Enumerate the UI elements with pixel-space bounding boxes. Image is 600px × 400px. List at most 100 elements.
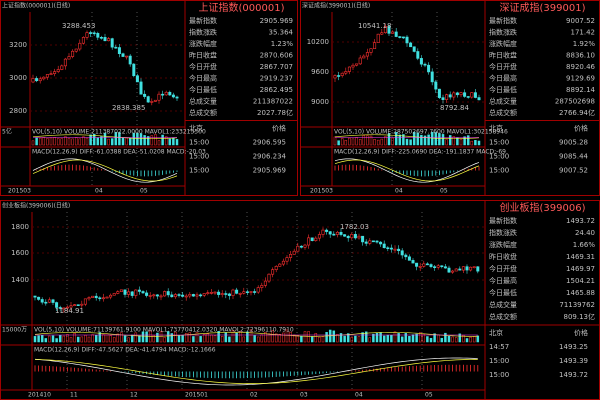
stat-label: 今日开盘 xyxy=(489,264,517,273)
volume-bar xyxy=(139,133,143,146)
volume-bar xyxy=(264,332,267,343)
quote-header: 价格 xyxy=(574,328,588,337)
candle-body xyxy=(466,96,470,98)
volume-bar xyxy=(184,332,188,343)
candle-body xyxy=(76,304,80,306)
candle-body xyxy=(412,46,416,52)
volume-bar xyxy=(393,331,397,343)
candle-body xyxy=(362,55,366,59)
candle-body xyxy=(253,291,257,293)
candle-body xyxy=(206,292,210,294)
volume-bar xyxy=(164,136,168,146)
candle-body xyxy=(416,51,420,59)
quote-price: 2906.595 xyxy=(253,139,286,147)
volume-bar xyxy=(177,335,181,343)
quote-price: 1493.25 xyxy=(559,343,588,351)
mavol-line xyxy=(34,331,478,337)
volume-bar xyxy=(441,134,445,146)
candle-body xyxy=(375,240,379,243)
candle-body xyxy=(296,245,300,252)
candle-body xyxy=(346,235,350,239)
quote-price: 2906.234 xyxy=(253,153,287,161)
candle-body xyxy=(379,241,383,245)
volume-bar xyxy=(89,134,92,146)
volume-bar xyxy=(152,335,156,343)
candle-body xyxy=(123,289,127,295)
candle-body xyxy=(38,78,42,82)
volume-bar xyxy=(49,137,53,146)
volume-bar xyxy=(256,336,260,343)
candle-body xyxy=(310,237,314,242)
volume-bar xyxy=(451,336,454,343)
x-tick-label: 11 xyxy=(70,392,78,399)
volume-bar xyxy=(188,332,192,343)
volume-bar xyxy=(96,137,100,146)
stat-label: 总成交额 xyxy=(489,312,517,321)
candle-body xyxy=(238,292,242,295)
volume-bar xyxy=(228,336,231,343)
y-tick-label: 9000 xyxy=(311,98,329,106)
volume-bar xyxy=(141,331,145,343)
volume-bar xyxy=(465,338,469,343)
candle-body xyxy=(58,307,62,309)
candle-body xyxy=(112,293,116,296)
candle-body xyxy=(389,247,393,250)
volume-axis-label: 5亿 xyxy=(2,128,12,136)
volume-bar xyxy=(289,331,292,343)
candle-body xyxy=(459,92,463,96)
stat-label: 昨日收盘 xyxy=(489,51,517,60)
candle-body xyxy=(465,266,469,271)
volume-bar xyxy=(128,137,132,146)
candle-body xyxy=(386,247,390,250)
volume-bar xyxy=(434,132,438,146)
candle-body xyxy=(47,299,51,303)
volume-bar xyxy=(346,333,350,343)
candle-body xyxy=(307,237,311,246)
volume-bar xyxy=(373,139,376,146)
volume-bar xyxy=(220,336,224,343)
candle-body xyxy=(143,93,147,97)
volume-bar xyxy=(134,332,138,343)
candle-body xyxy=(303,244,307,248)
volume-bar xyxy=(420,134,423,146)
candle-body xyxy=(364,241,368,244)
volume-bar xyxy=(416,132,420,146)
volume-bar xyxy=(156,332,159,343)
panel-header: 深证成指(399001)(日线) xyxy=(302,2,370,10)
candle-body xyxy=(141,291,145,294)
candle-body xyxy=(278,263,282,267)
volume-bar xyxy=(278,334,282,343)
stat-label: 总成交额 xyxy=(489,108,517,117)
volume-bar xyxy=(107,138,110,146)
stat-value: 71139762 xyxy=(559,301,595,309)
stat-label: 今日最高 xyxy=(489,74,517,83)
candle-body xyxy=(217,291,221,295)
volume-bar xyxy=(411,334,415,343)
diff-line xyxy=(32,158,178,183)
candle-body xyxy=(150,101,154,103)
volume-bar xyxy=(429,337,433,343)
candle-body xyxy=(267,273,271,282)
candle-body xyxy=(45,74,49,78)
volume-bar xyxy=(314,333,318,343)
quote-header: 北京 xyxy=(189,124,203,133)
volume-bar xyxy=(358,138,362,146)
volume-bar xyxy=(362,135,366,146)
candle-body xyxy=(83,298,87,305)
quote-time: 15:00 xyxy=(489,139,509,147)
volume-bar xyxy=(58,335,62,343)
volume-bar xyxy=(382,335,386,343)
volume-bar xyxy=(120,332,123,343)
volume-bar xyxy=(412,131,416,146)
panel-header: 上证指数(000001)(日线) xyxy=(2,2,70,10)
candle-body xyxy=(443,266,447,269)
stat-value: 24.40 xyxy=(575,229,595,237)
price-annotation: 2838.385 xyxy=(112,104,145,112)
candle-body xyxy=(134,289,138,296)
candle-body xyxy=(382,243,386,249)
candle-body xyxy=(159,295,163,298)
volume-bar xyxy=(71,138,74,146)
stat-label: 最新指数 xyxy=(189,16,217,25)
candle-body xyxy=(458,268,462,271)
x-tick-label: 04 xyxy=(395,188,403,195)
